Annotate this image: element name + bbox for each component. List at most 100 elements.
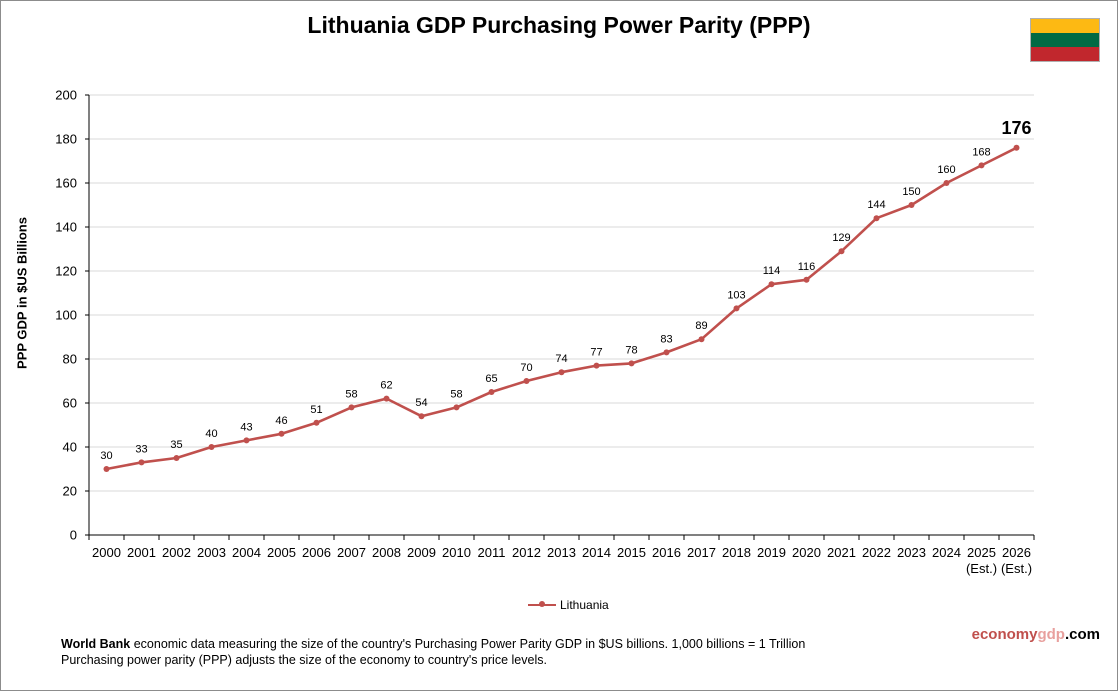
data-label: 160: [937, 164, 955, 176]
footnote-line-1: World Bank economic data measuring the s…: [61, 636, 805, 652]
x-tick-label: 2018: [722, 545, 751, 560]
x-tick-sublabel: (Est.): [1001, 561, 1032, 576]
data-label: 129: [832, 232, 850, 244]
x-tick-label: 2020: [792, 545, 821, 560]
data-label: 78: [625, 344, 637, 356]
footnote-line-1-text: economic data measuring the size of the …: [130, 637, 806, 651]
y-tick-label: 180: [55, 132, 77, 147]
data-label: 116: [798, 261, 816, 273]
data-point: [838, 248, 845, 255]
data-point: [278, 430, 285, 437]
x-tick-label: 2022: [862, 545, 891, 560]
data-point: [593, 362, 600, 369]
data-label: 58: [450, 388, 462, 400]
data-point: [663, 349, 670, 356]
data-point: [453, 404, 460, 411]
data-point: [558, 369, 565, 376]
data-label: 150: [902, 186, 920, 198]
x-tick-label: 2001: [127, 545, 156, 560]
brand-logo: economygdp.com: [972, 626, 1100, 643]
data-point: [348, 404, 355, 411]
data-point: [173, 455, 180, 461]
data-point: [103, 466, 110, 472]
data-point: [523, 378, 530, 384]
x-tick-label: 2024: [932, 545, 961, 560]
data-label: 46: [275, 415, 287, 427]
x-tick-label: 2016: [652, 545, 681, 560]
data-label: 74: [555, 353, 567, 365]
x-tick-label: 2012: [512, 545, 541, 560]
x-tick-label: 2026: [1002, 545, 1031, 560]
line-chart: 0 20 40 60 80 100 120 140 160 180 200 2000 2001 2002 2…: [55, 88, 1035, 576]
data-point: [978, 162, 985, 169]
legend-label: Lithuania: [560, 598, 609, 612]
data-point: [943, 180, 950, 186]
flag-stripe-green: [1031, 33, 1099, 47]
y-tick-label: 20: [63, 484, 77, 499]
data-label: 176: [1001, 118, 1031, 138]
data-label: 33: [135, 443, 147, 455]
x-tick-label: 2003: [197, 545, 226, 560]
data-label: 114: [763, 265, 781, 277]
brand-part-3: .com: [1064, 626, 1100, 643]
x-tick-label: 2009: [407, 545, 436, 560]
y-tick-label: 120: [55, 264, 77, 279]
flag-stripe-yellow: [1031, 19, 1099, 33]
data-label: 65: [485, 373, 497, 385]
y-tick-label: 60: [63, 396, 77, 411]
x-tick-label: 2002: [162, 545, 191, 560]
data-point: [208, 444, 215, 450]
data-point: [803, 276, 810, 283]
legend-marker: [539, 601, 545, 607]
data-label: 35: [170, 439, 182, 451]
data-label: 70: [520, 362, 532, 374]
y-tick-label: 140: [55, 220, 77, 235]
data-label: 51: [310, 404, 322, 416]
y-tick-label: 100: [55, 308, 77, 323]
y-tick-label: 200: [55, 88, 77, 103]
legend-swatch: [528, 601, 556, 607]
data-point: [418, 413, 425, 420]
data-point: [733, 305, 740, 312]
lithuania-flag-icon: [1030, 18, 1100, 62]
data-point: [698, 336, 705, 343]
data-point: [488, 389, 495, 395]
x-tick-label: 2021: [827, 545, 856, 560]
data-label: 144: [867, 199, 885, 211]
brand-part-2: gdp: [1037, 626, 1065, 643]
data-point: [873, 215, 880, 222]
data-label: 58: [345, 388, 357, 400]
data-point: [243, 437, 250, 444]
data-label: 40: [205, 428, 217, 440]
data-point: [138, 459, 145, 466]
chart-title: Lithuania GDP Purchasing Power Parity (P…: [307, 12, 811, 38]
data-label: 168: [972, 146, 990, 158]
x-tick-label: 2014: [582, 545, 611, 560]
y-tick-label: 0: [70, 528, 77, 543]
data-point: [383, 395, 390, 402]
data-label: 89: [695, 320, 707, 332]
y-tick-label: 160: [55, 176, 77, 191]
x-tick-label: 2025: [967, 545, 996, 560]
data-point: [908, 202, 915, 208]
x-tick-label: 2007: [337, 545, 366, 560]
footnote-source: World Bank: [61, 637, 131, 651]
data-point: [768, 281, 775, 288]
data-point: [628, 360, 635, 367]
brand-part-1: economy: [971, 626, 1038, 643]
x-tick-label: 2008: [372, 545, 401, 560]
data-label: 30: [100, 450, 112, 462]
y-tick-label: 40: [63, 440, 77, 455]
x-tick-label: 2005: [267, 545, 296, 560]
legend: Lithuania: [528, 598, 609, 612]
data-label: 54: [415, 397, 427, 409]
x-tick-label: 2011: [478, 545, 506, 560]
x-tick-sublabel: (Est.): [966, 561, 997, 576]
data-label: 62: [380, 380, 392, 392]
x-tick-label: 2023: [897, 545, 926, 560]
y-tick-label: 80: [63, 352, 77, 367]
x-tick-label: 2000: [92, 545, 121, 560]
x-tick-label: 2010: [442, 545, 471, 560]
x-tick-label: 2017: [687, 545, 716, 560]
x-tick-label: 2006: [302, 545, 331, 560]
